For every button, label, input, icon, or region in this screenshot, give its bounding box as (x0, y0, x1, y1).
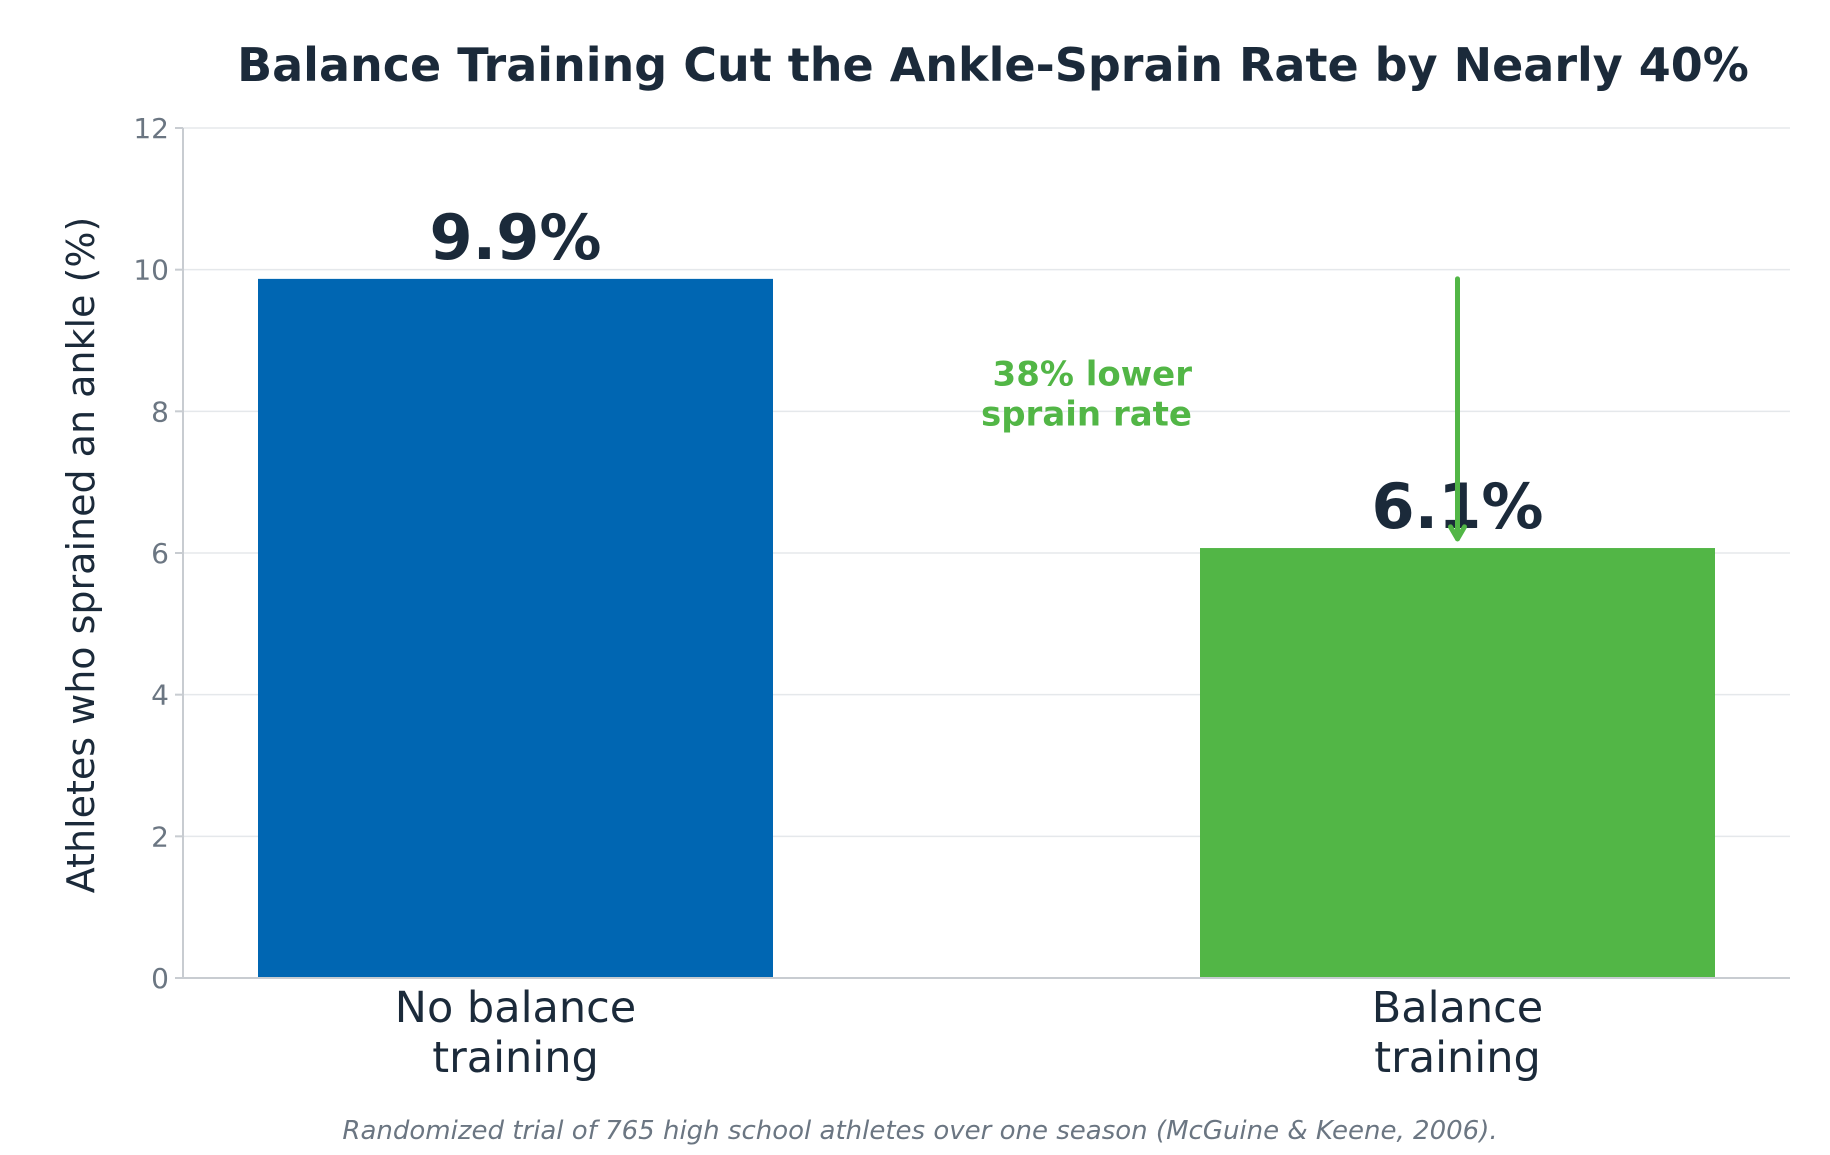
y-tick-label: 10 (133, 254, 169, 287)
y-tick-label: 0 (151, 962, 169, 995)
y-axis-ticks: 0 2 4 6 8 10 12 (133, 112, 183, 995)
y-tick-label: 12 (133, 112, 169, 145)
y-tick-label: 2 (151, 820, 169, 853)
bar-value-label: 9.9% (430, 201, 602, 274)
category-label: No balance training (395, 983, 636, 1083)
bar (258, 278, 773, 978)
chart-title: Balance Training Cut the Ankle-Sprain Ra… (237, 38, 1749, 92)
reduction-annotation: 38% lower sprain rate (981, 276, 1467, 542)
y-tick-label: 4 (151, 679, 169, 712)
arrow-head-icon (1448, 524, 1467, 542)
bar (1200, 548, 1715, 978)
y-axis-label: Athletes who sprained an ankle (%) (59, 217, 103, 894)
annotation-text: 38% lower sprain rate (981, 355, 1192, 435)
x-axis-category-labels: No balance training Balance training (395, 983, 1543, 1083)
y-tick-label: 6 (151, 537, 169, 570)
y-tick-label: 8 (151, 395, 169, 428)
source-caption: Randomized trial of 765 high school athl… (342, 1116, 1497, 1146)
bars (258, 278, 1715, 978)
category-label: Balance training (1372, 983, 1544, 1083)
